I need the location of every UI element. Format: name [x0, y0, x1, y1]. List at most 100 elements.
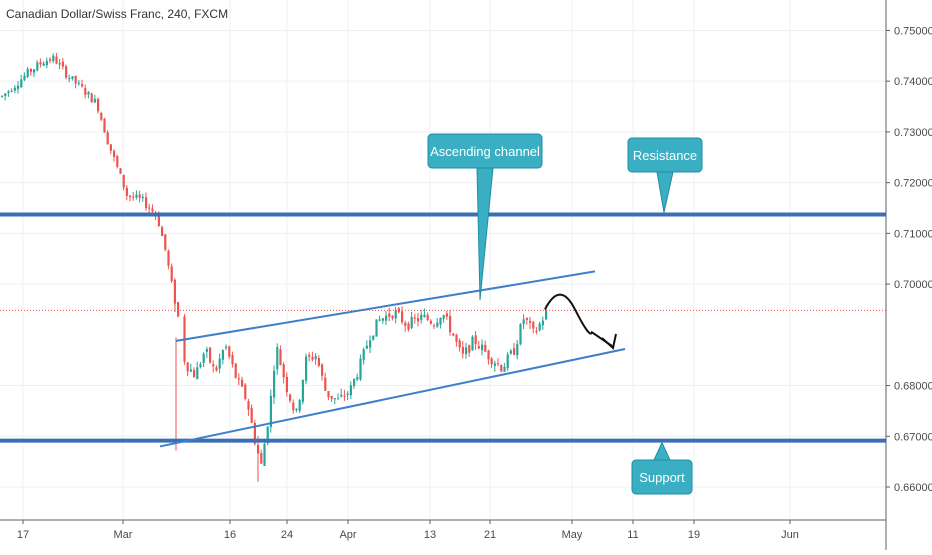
candle-body — [225, 346, 228, 348]
candle-body — [55, 56, 58, 64]
candle-body — [541, 320, 544, 326]
candle-body — [74, 75, 77, 84]
x-tick-label: Jun — [781, 529, 799, 541]
candle-body — [215, 367, 218, 371]
candle-body — [221, 350, 224, 360]
candle-body — [45, 60, 48, 66]
candle-body — [522, 319, 525, 325]
candle-body — [292, 402, 295, 411]
x-tick-label: 19 — [688, 529, 700, 541]
candle-body — [321, 364, 324, 376]
candle-body — [77, 82, 80, 84]
candle-body — [365, 345, 368, 349]
candle-body — [119, 168, 122, 174]
candle-body — [116, 156, 119, 167]
candle-body — [289, 394, 292, 401]
candle-body — [157, 214, 160, 226]
candle-body — [148, 207, 151, 209]
forecast-curve — [544, 293, 613, 347]
candle-body — [493, 363, 496, 366]
y-tick-label: 0.70000 — [894, 279, 932, 291]
candle-body — [10, 90, 13, 92]
candle-body — [429, 320, 432, 324]
support-callout-label: Support — [639, 470, 685, 485]
candle-body — [23, 75, 26, 80]
candle-body — [42, 63, 45, 66]
candle-body — [29, 68, 32, 72]
candle-body — [125, 187, 128, 196]
resistance-callout: Resistance — [627, 137, 703, 213]
candle-body — [26, 69, 29, 77]
candle-body — [189, 369, 192, 372]
candle-body — [359, 358, 362, 380]
candle-body — [413, 317, 416, 319]
candle-body — [263, 443, 266, 466]
candle-body — [87, 92, 90, 95]
candle-body — [538, 323, 541, 331]
candle-body — [433, 325, 436, 327]
candle-body — [314, 356, 317, 360]
candle-body — [247, 401, 250, 410]
candle-body — [167, 250, 170, 266]
candle-body — [535, 330, 538, 333]
candle-body — [58, 63, 61, 65]
candle-body — [244, 384, 247, 399]
candle-body — [84, 88, 87, 95]
candle-body — [202, 353, 205, 364]
candle-body — [340, 394, 343, 397]
support-callout-box — [631, 459, 693, 495]
candle-body — [81, 84, 84, 87]
candle-body — [327, 391, 330, 398]
forecast-arrow — [544, 293, 617, 350]
grid — [0, 0, 886, 520]
candle-body — [506, 354, 509, 369]
y-tick-label: 0.72000 — [894, 178, 932, 190]
candle-body — [333, 398, 336, 400]
candle-body — [369, 340, 372, 348]
candle-body — [532, 321, 535, 329]
candle-body — [487, 350, 490, 360]
candle-body — [161, 227, 164, 236]
candle-body — [474, 335, 477, 345]
y-tick-label: 0.74000 — [894, 76, 932, 88]
candle-body — [490, 358, 493, 365]
candle-body — [305, 356, 308, 381]
candle-body — [545, 309, 548, 320]
candle-body — [410, 316, 413, 329]
candle-body — [423, 314, 426, 317]
candle-body — [452, 333, 455, 336]
candle-body — [426, 314, 429, 321]
candle-body — [177, 302, 180, 317]
candle-body — [404, 322, 407, 326]
candle-body — [65, 66, 68, 78]
y-tick-label: 0.67000 — [894, 431, 932, 443]
candle-body — [106, 132, 109, 145]
candle-body — [7, 91, 10, 94]
x-tick-label: 17 — [17, 529, 29, 541]
candle-body — [477, 346, 480, 349]
candle-body — [445, 313, 448, 317]
chart-title: Canadian Dollar/Swiss Franc, 240, FXCM — [6, 7, 228, 21]
candle-body — [330, 396, 333, 399]
candle-body — [135, 194, 138, 198]
candle-body — [61, 61, 64, 67]
candle-body — [234, 363, 237, 378]
candle-body — [52, 55, 55, 62]
x-tick-label: 24 — [281, 529, 293, 541]
candle-body — [151, 208, 154, 212]
candle-body — [356, 377, 359, 380]
candle-body — [164, 234, 167, 250]
candle-body — [439, 317, 442, 325]
ascending-channel — [159, 270, 626, 448]
candle-body — [436, 322, 439, 327]
candle-body — [209, 347, 212, 363]
y-tick-label: 0.68000 — [894, 381, 932, 393]
candle-body — [468, 345, 471, 353]
y-tick-label: 0.73000 — [894, 127, 932, 139]
candle-body — [241, 379, 244, 387]
candle-body — [71, 76, 74, 79]
candle-body — [109, 144, 112, 151]
candle-body — [218, 358, 221, 369]
